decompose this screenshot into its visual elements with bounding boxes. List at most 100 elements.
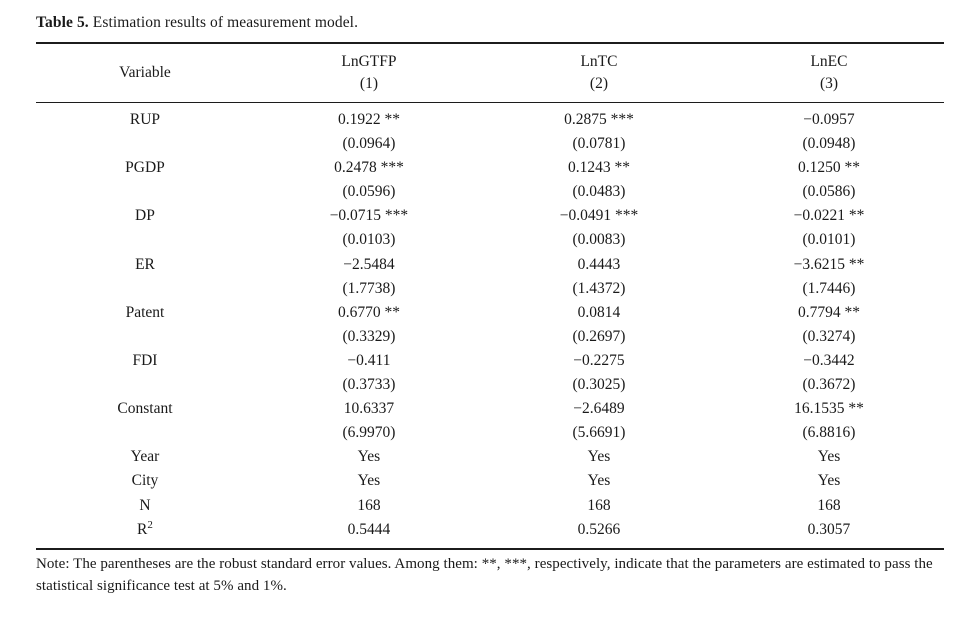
variable-label: City — [131, 472, 159, 490]
standard-error-value: (1.7738) — [342, 279, 396, 297]
table-row: RUP 0.1922 ** 0.2875 *** −0.0957 — [36, 103, 944, 133]
coefficient-value: 16.1535 ** — [794, 400, 864, 418]
col-header-lngtfp: LnGTFP (1) — [253, 43, 484, 103]
coefficient-value: 0.5266 — [577, 520, 621, 538]
coefficient-value: −0.0957 — [803, 111, 855, 128]
table-body: RUP 0.1922 ** 0.2875 *** −0.0957 (0.0964) (0.… — [36, 103, 944, 549]
standard-error-value: (6.9970) — [342, 424, 396, 442]
standard-error-value: (1.7446) — [802, 279, 856, 297]
col-header-lnec: LnEC (3) — [713, 43, 944, 103]
standard-error-value: (6.8816) — [802, 424, 856, 442]
table-caption-label: Table 5. — [36, 14, 89, 31]
table-caption: Table 5. Estimation results of measureme… — [36, 14, 945, 32]
variable-superscript: 2 — [147, 518, 153, 531]
standard-error-value: (0.3329) — [342, 327, 396, 345]
standard-error-value: (0.0103) — [342, 231, 396, 249]
standard-error-value: (5.6691) — [572, 424, 626, 442]
table-row-se: (6.9970) (5.6691) (6.8816) — [36, 421, 944, 445]
coefficient-value: 168 — [587, 496, 611, 514]
col-header-number: (3) — [819, 75, 839, 92]
coefficient-value: −2.5484 — [343, 255, 395, 273]
standard-error-value: (0.3733) — [342, 376, 396, 394]
coefficient-value: 0.3057 — [807, 520, 851, 538]
standard-error-value: (0.0083) — [572, 231, 626, 249]
coefficient-value: 168 — [817, 496, 841, 514]
coefficient-value: Yes — [587, 448, 611, 466]
coefficient-value: −0.0221 ** — [793, 207, 865, 225]
standard-error-value: (0.3025) — [572, 376, 626, 394]
variable-label: PGDP — [125, 159, 165, 177]
standard-error-value: (0.0964) — [342, 135, 396, 153]
coefficient-value: 0.2478 *** — [334, 159, 404, 177]
col-header-label: LnTC — [580, 53, 618, 70]
variable-label-empty — [36, 325, 254, 349]
table-row: R2 0.5444 0.5266 0.3057 — [36, 518, 944, 549]
variable-label-empty — [36, 373, 254, 397]
table-row: PGDP 0.2478 *** 0.1243 ** 0.1250 ** — [36, 156, 944, 180]
variable-label: RUP — [129, 111, 161, 128]
table-row: Constant 10.6337 −2.6489 16.1535 ** — [36, 397, 944, 421]
col-header-lntc: LnTC (2) — [483, 43, 714, 103]
table-caption-text: Estimation results of measurement model. — [92, 14, 359, 31]
variable-label: N — [139, 496, 151, 514]
coefficient-value: 0.1922 ** — [337, 111, 400, 128]
variable-label-empty — [36, 132, 254, 156]
coefficient-value: −0.0491 *** — [559, 207, 639, 225]
variable-label: ER — [135, 255, 155, 273]
variable-label-empty — [36, 180, 254, 204]
coefficient-value: 168 — [357, 496, 381, 514]
variable-label: Year — [130, 448, 160, 466]
coefficient-value: −0.0715 *** — [329, 207, 409, 225]
coefficient-value: 0.0814 — [577, 303, 621, 321]
standard-error-value: (0.0586) — [802, 183, 856, 201]
standard-error-value: (0.0483) — [572, 183, 626, 201]
table-row-se: (0.3329) (0.2697) (0.3274) — [36, 325, 944, 349]
coefficient-value: Yes — [587, 472, 611, 490]
coefficient-value: 0.4443 — [577, 255, 621, 273]
table-row-se: (0.0964) (0.0781) (0.0948) — [36, 132, 944, 156]
coefficient-value: 0.1250 ** — [797, 159, 860, 177]
standard-error-value: (0.3274) — [802, 327, 856, 345]
table-note-label: Note: — [36, 555, 70, 572]
coefficient-value: 0.6770 ** — [337, 303, 400, 321]
coefficient-value: −3.6215 ** — [793, 255, 865, 273]
standard-error-value: (0.0781) — [572, 135, 626, 153]
variable-label: DP — [135, 207, 155, 225]
variable-label-empty — [36, 421, 254, 445]
standard-error-value: (0.2697) — [572, 327, 626, 345]
col-header-number: (2) — [589, 75, 608, 92]
coefficient-value: Yes — [357, 472, 381, 490]
coefficient-value: Yes — [817, 472, 841, 490]
results-table: Variable LnGTFP (1) LnTC (2) LnEC (3) RU… — [36, 42, 944, 550]
table-row: City Yes Yes Yes — [36, 469, 944, 493]
variable-label: Patent — [125, 303, 165, 321]
coefficient-value: 0.5444 — [347, 520, 391, 538]
col-header-variable: Variable — [36, 43, 254, 103]
table-header: Variable LnGTFP (1) LnTC (2) LnEC (3) — [36, 43, 944, 103]
coefficient-value: 0.2875 *** — [564, 111, 634, 128]
table-row-se: (0.0596) (0.0483) (0.0586) — [36, 180, 944, 204]
col-header-label: LnGTFP — [341, 53, 397, 70]
variable-label: FDI — [132, 351, 158, 369]
table-row: Year Yes Yes Yes — [36, 445, 944, 469]
coefficient-value: 10.6337 — [343, 400, 395, 418]
col-header-label: LnEC — [810, 53, 848, 70]
col-header-label: Variable — [119, 64, 171, 81]
coefficient-value: −0.3442 — [803, 351, 855, 369]
table-row: ER −2.5484 0.4443 −3.6215 ** — [36, 253, 944, 277]
coefficient-value: −0.2275 — [573, 351, 625, 369]
standard-error-value: (0.3672) — [802, 376, 856, 394]
coefficient-value: 0.1243 ** — [567, 159, 630, 177]
variable-label-empty — [36, 277, 254, 301]
standard-error-value: (0.0596) — [342, 183, 396, 201]
header-row: Variable LnGTFP (1) LnTC (2) LnEC (3) — [36, 43, 944, 103]
variable-label: R2 — [137, 518, 153, 538]
standard-error-value: (0.0101) — [802, 231, 856, 249]
variable-label-empty — [36, 228, 254, 252]
table-row: DP −0.0715 *** −0.0491 *** −0.0221 ** — [36, 204, 944, 228]
coefficient-value: Yes — [817, 448, 841, 466]
col-header-number: (1) — [359, 75, 378, 92]
coefficient-value: −0.411 — [347, 351, 391, 369]
table-note: Note: The parentheses are the robust sta… — [36, 553, 950, 598]
